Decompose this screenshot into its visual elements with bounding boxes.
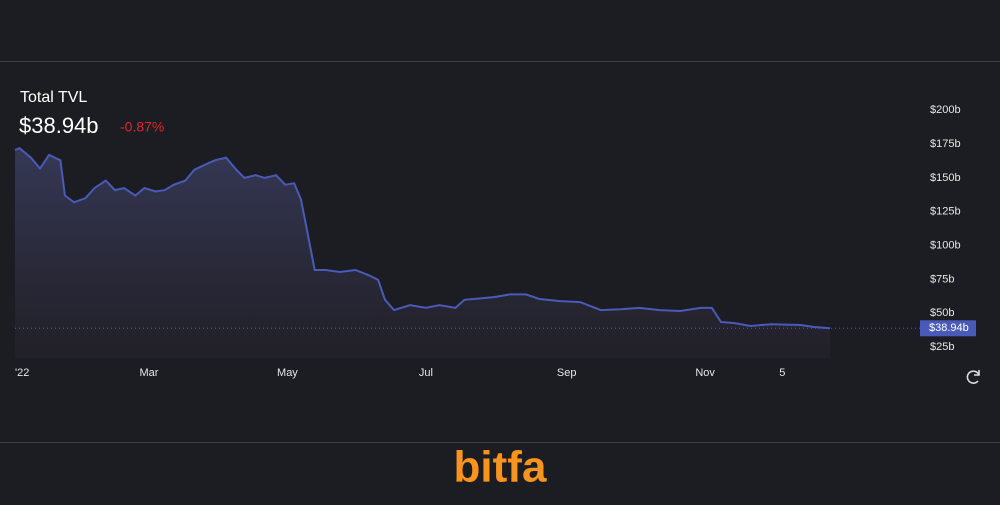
x-tick-label: Mar bbox=[139, 367, 158, 379]
x-tick-label: Nov bbox=[695, 367, 715, 379]
y-tick-label: $50b bbox=[930, 307, 954, 319]
line bbox=[14, 146, 831, 330]
y-tick-label: $175b bbox=[930, 138, 961, 150]
refresh-icon[interactable] bbox=[966, 370, 980, 384]
x-tick-label: Jul bbox=[419, 367, 433, 379]
x-tick-label: Sep bbox=[557, 367, 577, 379]
y-tick-label: $25b bbox=[930, 341, 954, 353]
y-tick-label: $150b bbox=[930, 172, 961, 184]
y-tick-label: $125b bbox=[930, 206, 961, 218]
logo: bitfa bbox=[454, 443, 547, 492]
area bbox=[15, 148, 830, 358]
current-value: $38.94b bbox=[19, 113, 99, 138]
y-tick-label: $75b bbox=[930, 273, 954, 285]
x-tick-label: 5 bbox=[779, 367, 785, 379]
current-badge bbox=[920, 320, 976, 337]
x-tick-label: '22 bbox=[15, 367, 29, 379]
current-badge-label: $38.94b bbox=[929, 322, 969, 334]
change: -0.87% bbox=[120, 119, 164, 135]
y-tick-label: $200b bbox=[930, 104, 961, 116]
x-tick-label: May bbox=[277, 367, 298, 379]
chart-title: Total TVL bbox=[20, 89, 87, 106]
y-tick-label: $100b bbox=[930, 240, 961, 252]
